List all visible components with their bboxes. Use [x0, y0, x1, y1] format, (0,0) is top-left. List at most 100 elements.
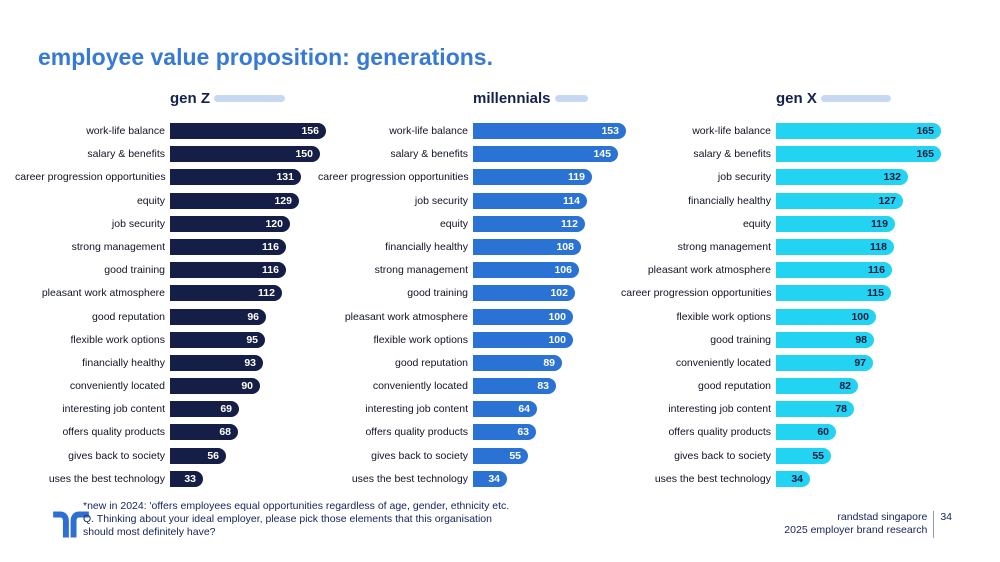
page-number-divider [933, 511, 935, 538]
bar-track: 55 [473, 447, 658, 464]
bar-value: 116 [262, 264, 279, 277]
chart-row: good reputation 82 [621, 378, 961, 395]
chart-title-millennials: millennials [473, 89, 551, 107]
category-label: uses the best technology [654, 472, 771, 485]
category-label: financially healthy [82, 356, 165, 369]
category-label: career progression opportunities [15, 171, 166, 184]
bar-value: 83 [537, 380, 549, 393]
category-label: equity [439, 217, 468, 230]
bar-value: 98 [855, 333, 867, 346]
category-label: conveniently located [372, 380, 468, 393]
bar-value: 100 [548, 333, 566, 346]
bar: 34 [776, 470, 810, 487]
bar-track: 82 [776, 378, 961, 395]
bar-value: 127 [878, 194, 896, 207]
category-label: strong management [374, 264, 468, 277]
header-underline-decoration [820, 94, 891, 102]
footnote: *new in 2024: 'offers employees equal op… [83, 500, 573, 538]
bar: 145 [473, 146, 618, 163]
category-label: job security [414, 194, 468, 207]
chart-header-gen-x: gen X [776, 88, 891, 108]
bar: 63 [473, 424, 536, 441]
chart-gen-x: gen X work-life balance 165 salary & benef… [621, 88, 961, 487]
category-label: job security [717, 171, 771, 184]
bar-value: 64 [518, 403, 530, 416]
bar: 153 [473, 123, 626, 139]
bar: 165 [776, 123, 941, 139]
category-label: salary & benefits [87, 148, 165, 161]
bar-value: 63 [517, 426, 529, 439]
bar-track: 78 [776, 401, 961, 418]
chart-row: strong management 118 [621, 238, 961, 255]
bar: 56 [170, 447, 226, 464]
bar-track: 97 [776, 354, 961, 371]
page-number: 34 [940, 511, 952, 523]
chart-row: salary & benefits 150 [15, 146, 355, 163]
chart-row: job security 114 [318, 192, 658, 209]
chart-row: gives back to society 56 [15, 447, 355, 464]
bar-value: 96 [247, 310, 259, 323]
bar-track: 106 [473, 262, 658, 279]
chart-row: pleasant work atmosphere 112 [15, 285, 355, 302]
bar-track: 156 [170, 123, 355, 139]
bar-track: 118 [776, 238, 961, 255]
bar-track: 150 [170, 146, 355, 163]
bar-track: 100 [776, 308, 961, 325]
bar-value: 56 [207, 449, 219, 462]
bar-value: 33 [184, 472, 196, 485]
bar-value: 156 [301, 125, 319, 137]
bar: 115 [776, 285, 891, 302]
source-line-1: randstad singapore [837, 511, 928, 523]
header-underline-decoration [214, 94, 285, 102]
randstad-logo-icon [50, 506, 92, 545]
category-label: salary & benefits [693, 148, 771, 161]
bar-value: 106 [554, 264, 572, 277]
bar-value: 34 [791, 472, 803, 485]
bar: 114 [473, 192, 587, 209]
bar: 100 [473, 331, 573, 348]
bar-track: 165 [776, 146, 961, 163]
bar-track: 93 [170, 354, 355, 371]
bar-track: 33 [170, 470, 355, 487]
category-label: pleasant work atmosphere [647, 264, 771, 277]
bar-track: 98 [776, 331, 961, 348]
chart-row: gives back to society 55 [621, 447, 961, 464]
bar-track: 68 [170, 424, 355, 441]
bar-track: 120 [170, 215, 355, 232]
bar: 78 [776, 401, 854, 418]
bar-value: 165 [916, 125, 934, 137]
footnote-line-3: should most definitely have? [83, 525, 216, 538]
bar-track: 115 [776, 285, 961, 302]
bar: 120 [170, 215, 290, 232]
chart-row: conveniently located 97 [621, 354, 961, 371]
category-label: good reputation [92, 310, 165, 323]
bar-track: 129 [170, 192, 355, 209]
bar: 95 [170, 331, 265, 348]
chart-row: gives back to society 55 [318, 447, 658, 464]
bar-track: 95 [170, 331, 355, 348]
category-label: salary & benefits [390, 148, 468, 161]
bar-value: 82 [839, 380, 851, 393]
bar-value: 34 [488, 472, 500, 485]
bar: 96 [170, 308, 266, 325]
category-label: interesting job content [365, 403, 468, 416]
page-title: employee value proposition: generations. [38, 44, 493, 70]
bar: 116 [170, 238, 286, 255]
chart-row: salary & benefits 165 [621, 146, 961, 163]
chart-gen-z: gen Z work-life balance 156 salary & benef… [15, 88, 355, 487]
bar: 127 [776, 192, 903, 209]
bar-value: 112 [561, 217, 578, 230]
chart-row: strong management 106 [318, 262, 658, 279]
bar-track: 119 [776, 215, 961, 232]
chart-row: good reputation 89 [318, 354, 658, 371]
category-label: conveniently located [675, 356, 771, 369]
chart-rows-gen-z: work-life balance 156 salary & benefits 150… [15, 123, 355, 487]
bar-value: 165 [916, 148, 934, 161]
chart-header-millennials: millennials [473, 88, 588, 108]
bar: 165 [776, 146, 941, 163]
bar-track: 132 [776, 169, 961, 186]
bar-track: 96 [170, 308, 355, 325]
category-label: good training [407, 287, 468, 300]
bar-value: 145 [593, 148, 611, 161]
bar-value: 116 [868, 264, 885, 277]
